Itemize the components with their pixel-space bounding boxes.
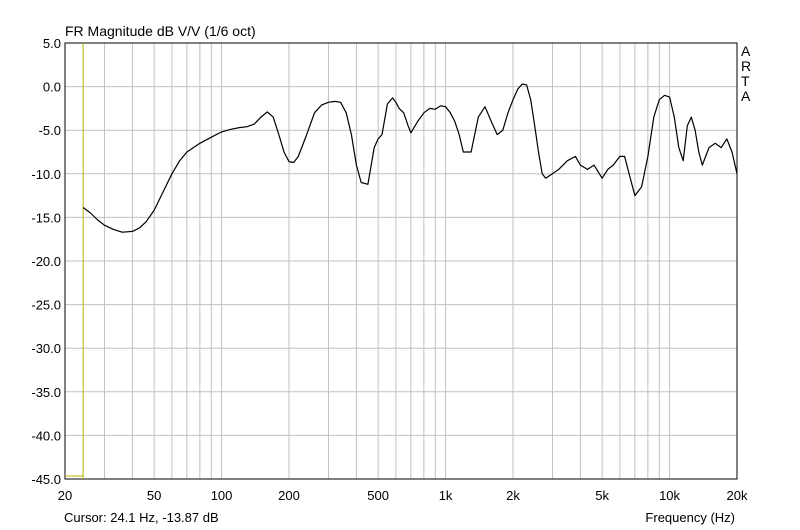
chart-title: FR Magnitude dB V/V (1/6 oct) [65, 23, 256, 39]
x-tick-label: 10k [659, 488, 680, 503]
x-tick-label: 20 [58, 488, 72, 503]
y-axis-tick-labels: 5.0 0.0 -5.0 -10.0 -15.0 -20.0 -25.0 -30.0 -35.0… [31, 36, 61, 487]
y-tick-label: -15.0 [31, 210, 61, 225]
x-tick-label: 200 [278, 488, 300, 503]
brand-letter-3: T [741, 73, 750, 89]
y-tick-label: -10.0 [31, 167, 61, 182]
x-axis-label: Frequency (Hz) [645, 510, 735, 525]
x-tick-label: 20k [727, 488, 748, 503]
y-tick-label: -20.0 [31, 254, 61, 269]
x-tick-label: 5k [595, 488, 609, 503]
y-tick-label: -30.0 [31, 341, 61, 356]
cursor-readout: Cursor: 24.1 Hz, -13.87 dB [64, 510, 219, 525]
x-tick-label: 1k [439, 488, 453, 503]
y-tick-label: 5.0 [43, 36, 61, 51]
y-tick-label: -35.0 [31, 385, 61, 400]
y-tick-label: -25.0 [31, 298, 61, 313]
brand-letter-1: A [741, 43, 751, 59]
x-tick-label: 50 [147, 488, 161, 503]
frequency-response-curve [82, 83, 738, 233]
plot-frame [64, 42, 738, 480]
x-tick-label: 100 [211, 488, 233, 503]
brand-letter-4: A [741, 88, 751, 104]
y-tick-label: -45.0 [31, 472, 61, 487]
x-tick-label: 2k [506, 488, 520, 503]
x-tick-label: 500 [367, 488, 389, 503]
brand-letter-2: R [741, 58, 751, 74]
grid-lines [64, 42, 738, 480]
y-tick-label: -40.0 [31, 428, 61, 443]
x-axis-tick-labels: 20 50 100 200 500 1k 2k 5k 10k 20k [58, 488, 748, 503]
y-tick-label: -5.0 [39, 123, 61, 138]
y-tick-label: 0.0 [43, 80, 61, 95]
arta-brand-label: A R T A [741, 43, 751, 104]
